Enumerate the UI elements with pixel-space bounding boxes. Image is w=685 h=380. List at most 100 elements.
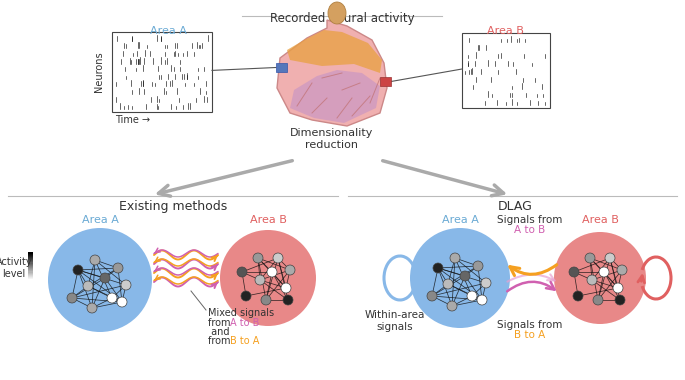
Text: Dimensionality
reduction: Dimensionality reduction <box>290 128 374 150</box>
FancyArrowPatch shape <box>507 282 555 291</box>
Bar <box>28 261 33 263</box>
Bar <box>28 265 33 266</box>
Circle shape <box>585 253 595 263</box>
Circle shape <box>237 267 247 277</box>
Text: Within-area
signals: Within-area signals <box>365 310 425 332</box>
Bar <box>28 255 33 256</box>
Bar <box>28 263 33 264</box>
Circle shape <box>443 279 453 289</box>
Bar <box>462 33 550 108</box>
Circle shape <box>67 293 77 303</box>
Bar <box>28 266 33 268</box>
Circle shape <box>90 255 100 265</box>
Circle shape <box>477 295 487 305</box>
Text: Signals from: Signals from <box>497 215 562 225</box>
Circle shape <box>481 278 491 288</box>
Bar <box>28 271 33 273</box>
Bar <box>28 257 33 258</box>
Circle shape <box>267 267 277 277</box>
FancyArrowPatch shape <box>508 274 555 282</box>
Circle shape <box>467 291 477 301</box>
Bar <box>28 267 33 269</box>
Circle shape <box>433 263 443 273</box>
Circle shape <box>113 263 123 273</box>
Circle shape <box>281 283 291 293</box>
Text: Activity
level: Activity level <box>0 257 32 279</box>
Bar <box>28 274 33 275</box>
Bar <box>28 264 33 265</box>
Circle shape <box>241 291 251 301</box>
Bar <box>112 32 212 112</box>
Polygon shape <box>290 70 380 123</box>
Circle shape <box>87 303 97 313</box>
Circle shape <box>615 295 625 305</box>
Text: A to B: A to B <box>514 225 546 235</box>
Bar <box>28 253 33 255</box>
Circle shape <box>593 295 603 305</box>
Bar <box>28 256 33 257</box>
Bar <box>28 258 33 260</box>
Text: Area A: Area A <box>442 215 478 225</box>
Circle shape <box>447 301 457 311</box>
Circle shape <box>573 291 583 301</box>
Bar <box>28 275 33 276</box>
Text: Recorded neural activity: Recorded neural activity <box>270 12 414 25</box>
Text: Mixed signals: Mixed signals <box>208 308 274 318</box>
Circle shape <box>283 295 293 305</box>
Circle shape <box>473 261 483 271</box>
Circle shape <box>554 232 646 324</box>
Text: B to A: B to A <box>514 330 546 340</box>
Bar <box>28 260 33 262</box>
Text: Time →: Time → <box>115 115 150 125</box>
Circle shape <box>450 253 460 263</box>
Text: DLAG: DLAG <box>497 200 532 213</box>
Bar <box>28 278 33 280</box>
Text: and: and <box>208 327 229 337</box>
Circle shape <box>253 253 263 263</box>
Circle shape <box>410 228 510 328</box>
Bar <box>28 270 33 272</box>
Polygon shape <box>277 20 387 126</box>
Circle shape <box>460 271 470 281</box>
Circle shape <box>48 228 152 332</box>
Circle shape <box>617 265 627 275</box>
Circle shape <box>107 293 117 303</box>
Bar <box>28 276 33 277</box>
Bar <box>380 77 391 86</box>
Circle shape <box>587 275 597 285</box>
Polygon shape <box>287 30 382 73</box>
Text: Area B: Area B <box>582 215 619 225</box>
Text: from: from <box>208 336 234 346</box>
Ellipse shape <box>328 2 346 24</box>
Text: Area B: Area B <box>249 215 286 225</box>
Bar <box>28 252 33 254</box>
Circle shape <box>73 265 83 275</box>
Bar <box>28 279 33 281</box>
Text: Signals from: Signals from <box>497 320 562 330</box>
Circle shape <box>427 291 437 301</box>
Text: Area B: Area B <box>486 26 523 36</box>
Circle shape <box>100 273 110 283</box>
Bar <box>28 268 33 270</box>
Text: Neurons: Neurons <box>94 52 104 92</box>
Circle shape <box>599 267 609 277</box>
Text: A to B: A to B <box>230 318 260 328</box>
Circle shape <box>220 230 316 326</box>
Bar <box>276 63 287 72</box>
Text: from: from <box>208 318 234 328</box>
Text: B to A: B to A <box>230 336 260 346</box>
Bar <box>28 259 33 261</box>
Circle shape <box>83 281 93 291</box>
Circle shape <box>117 297 127 307</box>
Circle shape <box>121 280 131 290</box>
Circle shape <box>273 253 283 263</box>
Bar <box>28 269 33 271</box>
Circle shape <box>613 283 623 293</box>
Circle shape <box>285 265 295 275</box>
Bar <box>28 272 33 274</box>
Circle shape <box>569 267 579 277</box>
Text: Existing methods: Existing methods <box>119 200 227 213</box>
Text: Area A: Area A <box>149 26 186 36</box>
Circle shape <box>261 295 271 305</box>
Text: Area A: Area A <box>82 215 119 225</box>
